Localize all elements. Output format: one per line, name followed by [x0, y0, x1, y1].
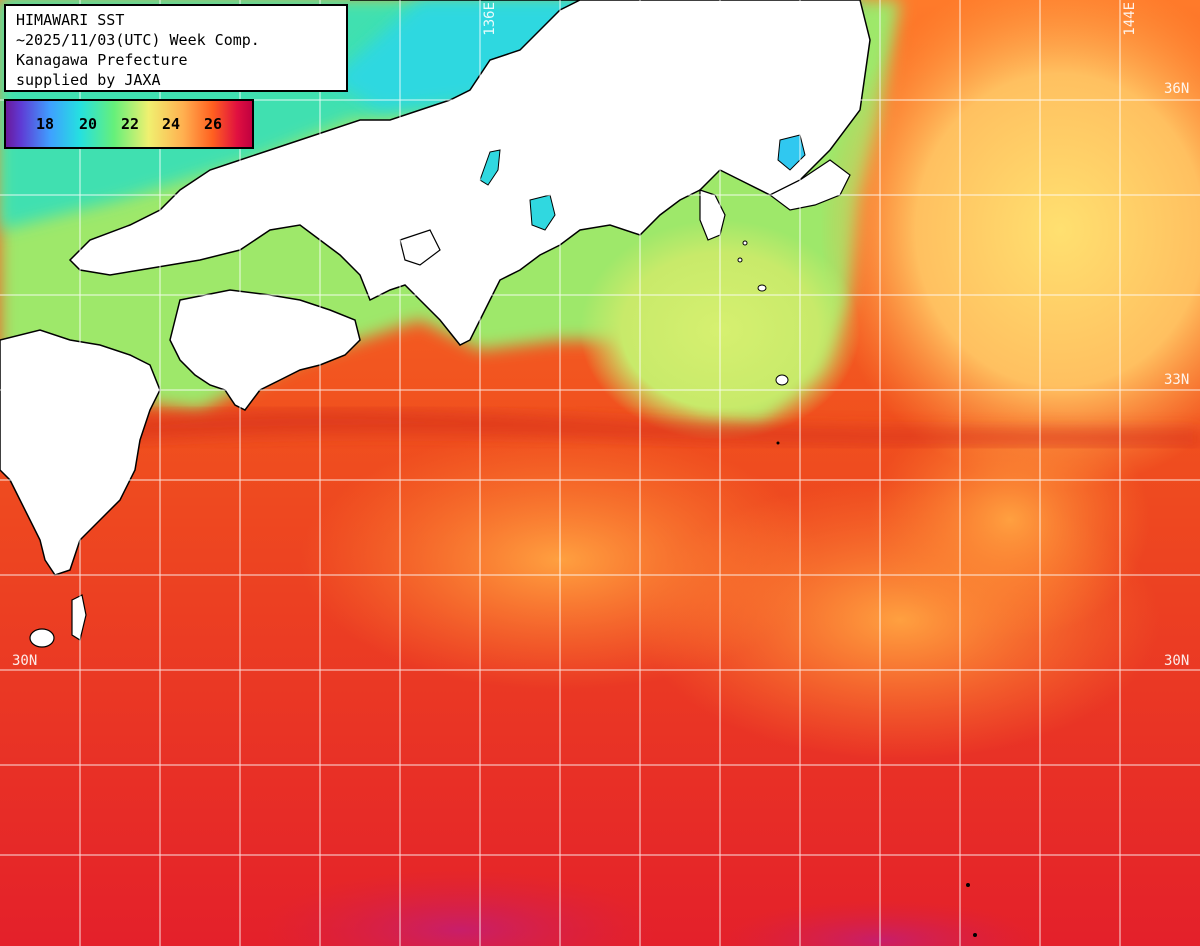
- legend-tick-18: 18: [36, 115, 55, 133]
- land-shikoku: [169, 289, 361, 411]
- lat-label-36n-right: 36N: [1164, 81, 1190, 97]
- info-box: HIMAWARI SST ~2025/11/03(UTC) Week Comp.…: [4, 4, 348, 92]
- lon-label-136e: 136E: [482, 2, 498, 36]
- legend-tick-26: 26: [204, 115, 223, 133]
- kuroshio-band: [120, 410, 1200, 445]
- lat-label-33n-right: 33N: [1164, 372, 1190, 388]
- lat-label-30n-right: 30N: [1164, 653, 1190, 669]
- title-line: HIMAWARI SST: [16, 11, 125, 29]
- land-yakushima: [29, 628, 55, 648]
- land-island-1: [775, 374, 789, 386]
- land-island-5: [776, 441, 780, 445]
- lat-label-30n-left: 30N: [12, 653, 38, 669]
- land-island-6: [966, 883, 970, 887]
- bay-ise: [529, 194, 556, 231]
- region-line: Kanagawa Prefecture: [16, 51, 188, 69]
- legend-tick-22: 22: [121, 115, 140, 133]
- supplier-line: supplied by JAXA: [16, 71, 161, 89]
- warm-ne: [820, 0, 1200, 490]
- land-kii-inner: [399, 229, 441, 266]
- color-scale-legend: 18 20 22 24 26: [4, 99, 254, 149]
- land-island-2: [757, 284, 767, 292]
- warm-se-blob: [870, 400, 1150, 640]
- land-island-3: [742, 240, 748, 246]
- land-island-7: [973, 933, 977, 937]
- legend-tick-24: 24: [162, 115, 181, 133]
- date-line: ~2025/11/03(UTC) Week Comp.: [16, 31, 260, 49]
- legend-tick-20: 20: [79, 115, 98, 133]
- lon-label-144e: 144E: [1122, 2, 1138, 36]
- bay-tokyo: [777, 134, 806, 171]
- land-island-4: [737, 257, 743, 263]
- lake-biwa: [479, 149, 501, 186]
- land-boso: [768, 159, 851, 211]
- land-honshu: [68, 0, 871, 346]
